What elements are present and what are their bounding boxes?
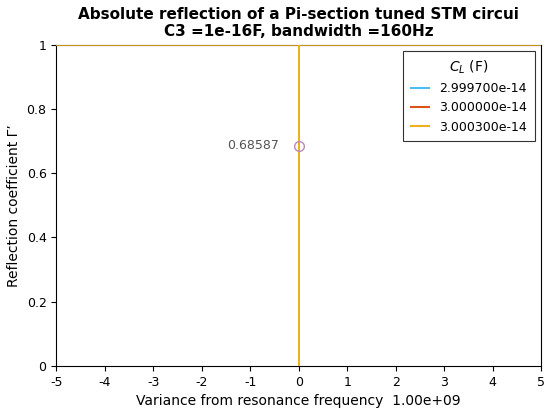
Y-axis label: Reflection coefficient Γʼ: Reflection coefficient Γʼ — [7, 124, 21, 287]
2.999700e-14 — [295, 42, 302, 47]
Line: 3.000300e-14: 3.000300e-14 — [56, 45, 541, 366]
3.000300e-14 — [295, 42, 302, 47]
Title: Absolute reflection of a Pi-section tuned STM circui
C3 =1e-16F, bandwidth =160H: Absolute reflection of a Pi-section tune… — [78, 7, 519, 39]
3.000300e-14 — [295, 363, 302, 368]
3.000000e-14 — [53, 42, 60, 47]
3.000300e-14 — [538, 42, 544, 47]
3.000000e-14 — [295, 42, 302, 47]
Line: 2.999700e-14: 2.999700e-14 — [56, 45, 541, 366]
3.000000e-14 — [538, 42, 544, 47]
3.000000e-14 — [295, 42, 302, 47]
Text: 0.68587: 0.68587 — [227, 139, 279, 152]
2.999700e-14 — [295, 42, 302, 47]
Line: 3.000000e-14: 3.000000e-14 — [56, 45, 541, 366]
3.000000e-14 — [295, 42, 302, 47]
3.000300e-14 — [295, 42, 302, 47]
2.999700e-14 — [53, 42, 60, 47]
2.999700e-14 — [295, 42, 302, 47]
3.000300e-14 — [53, 42, 60, 47]
2.999700e-14 — [295, 363, 302, 368]
Legend: 2.999700e-14, 3.000000e-14, 3.000300e-14: 2.999700e-14, 3.000000e-14, 3.000300e-14 — [403, 51, 535, 141]
3.000000e-14 — [295, 42, 302, 47]
X-axis label: Variance from resonance frequency  1.00e+09: Variance from resonance frequency 1.00e+… — [136, 394, 461, 408]
3.000300e-14 — [295, 42, 302, 47]
2.999700e-14 — [538, 42, 544, 47]
3.000300e-14 — [295, 42, 302, 47]
3.000000e-14 — [295, 363, 302, 368]
2.999700e-14 — [295, 42, 302, 47]
